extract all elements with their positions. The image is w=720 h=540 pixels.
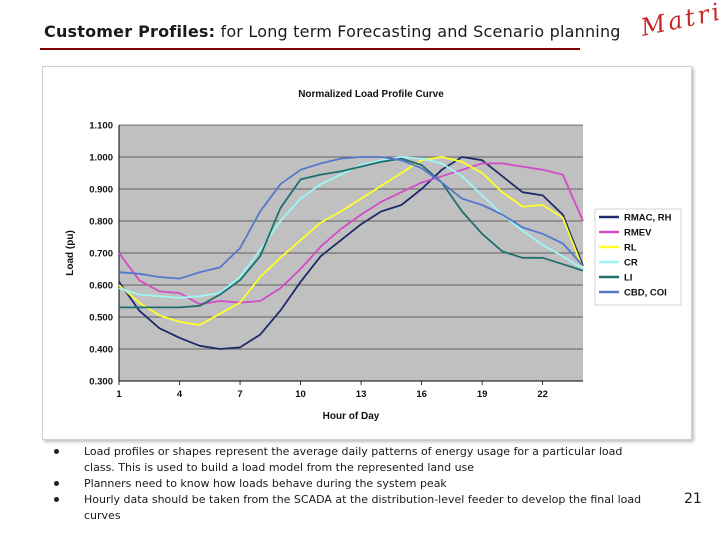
y-tick-label: 0.300	[89, 377, 113, 388]
legend-label-2: RMEV	[624, 228, 652, 239]
chart-title: Normalized Load Profile Curve	[298, 89, 444, 100]
y-tick-label: 0.400	[89, 345, 113, 356]
bullet-item-3: Hourly data should be taken from the SCA…	[50, 492, 650, 524]
y-tick-label: 0.800	[89, 217, 113, 228]
y-tick-label: 0.700	[89, 249, 113, 260]
legend-label-4: CR	[624, 258, 638, 269]
slide-title: Customer Profiles: for Long term Forecas…	[44, 22, 621, 41]
series-line-5	[119, 157, 584, 309]
y-axis-title: Load (pu)	[65, 230, 76, 276]
legend-label-3: RL	[624, 243, 637, 254]
x-tick-label: 4	[177, 389, 183, 400]
x-axis-title: Hour of Day	[323, 411, 380, 422]
y-tick-label: 1.000	[89, 153, 113, 164]
legend-label-1: RMAC, RH	[624, 213, 672, 224]
series-line-6	[118, 156, 584, 280]
title-underline	[40, 48, 580, 50]
series-line-1	[118, 156, 584, 350]
x-tick-label: 13	[356, 389, 367, 400]
y-tick-label: 0.900	[89, 185, 113, 196]
x-tick-label: 10	[295, 389, 306, 400]
slide-title-lead: Customer Profiles:	[44, 22, 216, 41]
series-line-2	[118, 162, 584, 306]
x-tick-label: 19	[477, 389, 488, 400]
legend-label-6: CBD, COI	[624, 288, 667, 299]
bullet-list: Load profiles or shapes represent the av…	[50, 444, 650, 524]
slide-title-rest: for Long term Forecasting and Scenario p…	[215, 22, 621, 41]
brand-logo: Matrica	[638, 0, 720, 42]
x-tick-label: 1	[116, 389, 122, 400]
x-tick-label: 22	[537, 389, 548, 400]
bullet-item-1: Load profiles or shapes represent the av…	[50, 444, 650, 476]
y-tick-label: 0.500	[89, 313, 113, 324]
y-tick-label: 0.600	[89, 281, 113, 292]
legend-box	[594, 208, 682, 306]
series-line-3	[118, 156, 584, 326]
bullet-item-2: Planners need to know how loads behave d…	[50, 476, 650, 492]
x-tick-label: 7	[237, 389, 242, 400]
page-number: 21	[684, 491, 702, 507]
x-tick-label: 16	[416, 389, 427, 400]
chart-frame: 0.300 0.400 0.500 0.600 0.700 0.800 0.900 1.000…	[42, 66, 692, 440]
y-tick-label: 1.100	[89, 121, 113, 132]
load-profile-chart: 0.300 0.400 0.500 0.600 0.700 0.800 0.900 1.000…	[65, 89, 682, 422]
legend-label-5: LI	[624, 273, 632, 284]
